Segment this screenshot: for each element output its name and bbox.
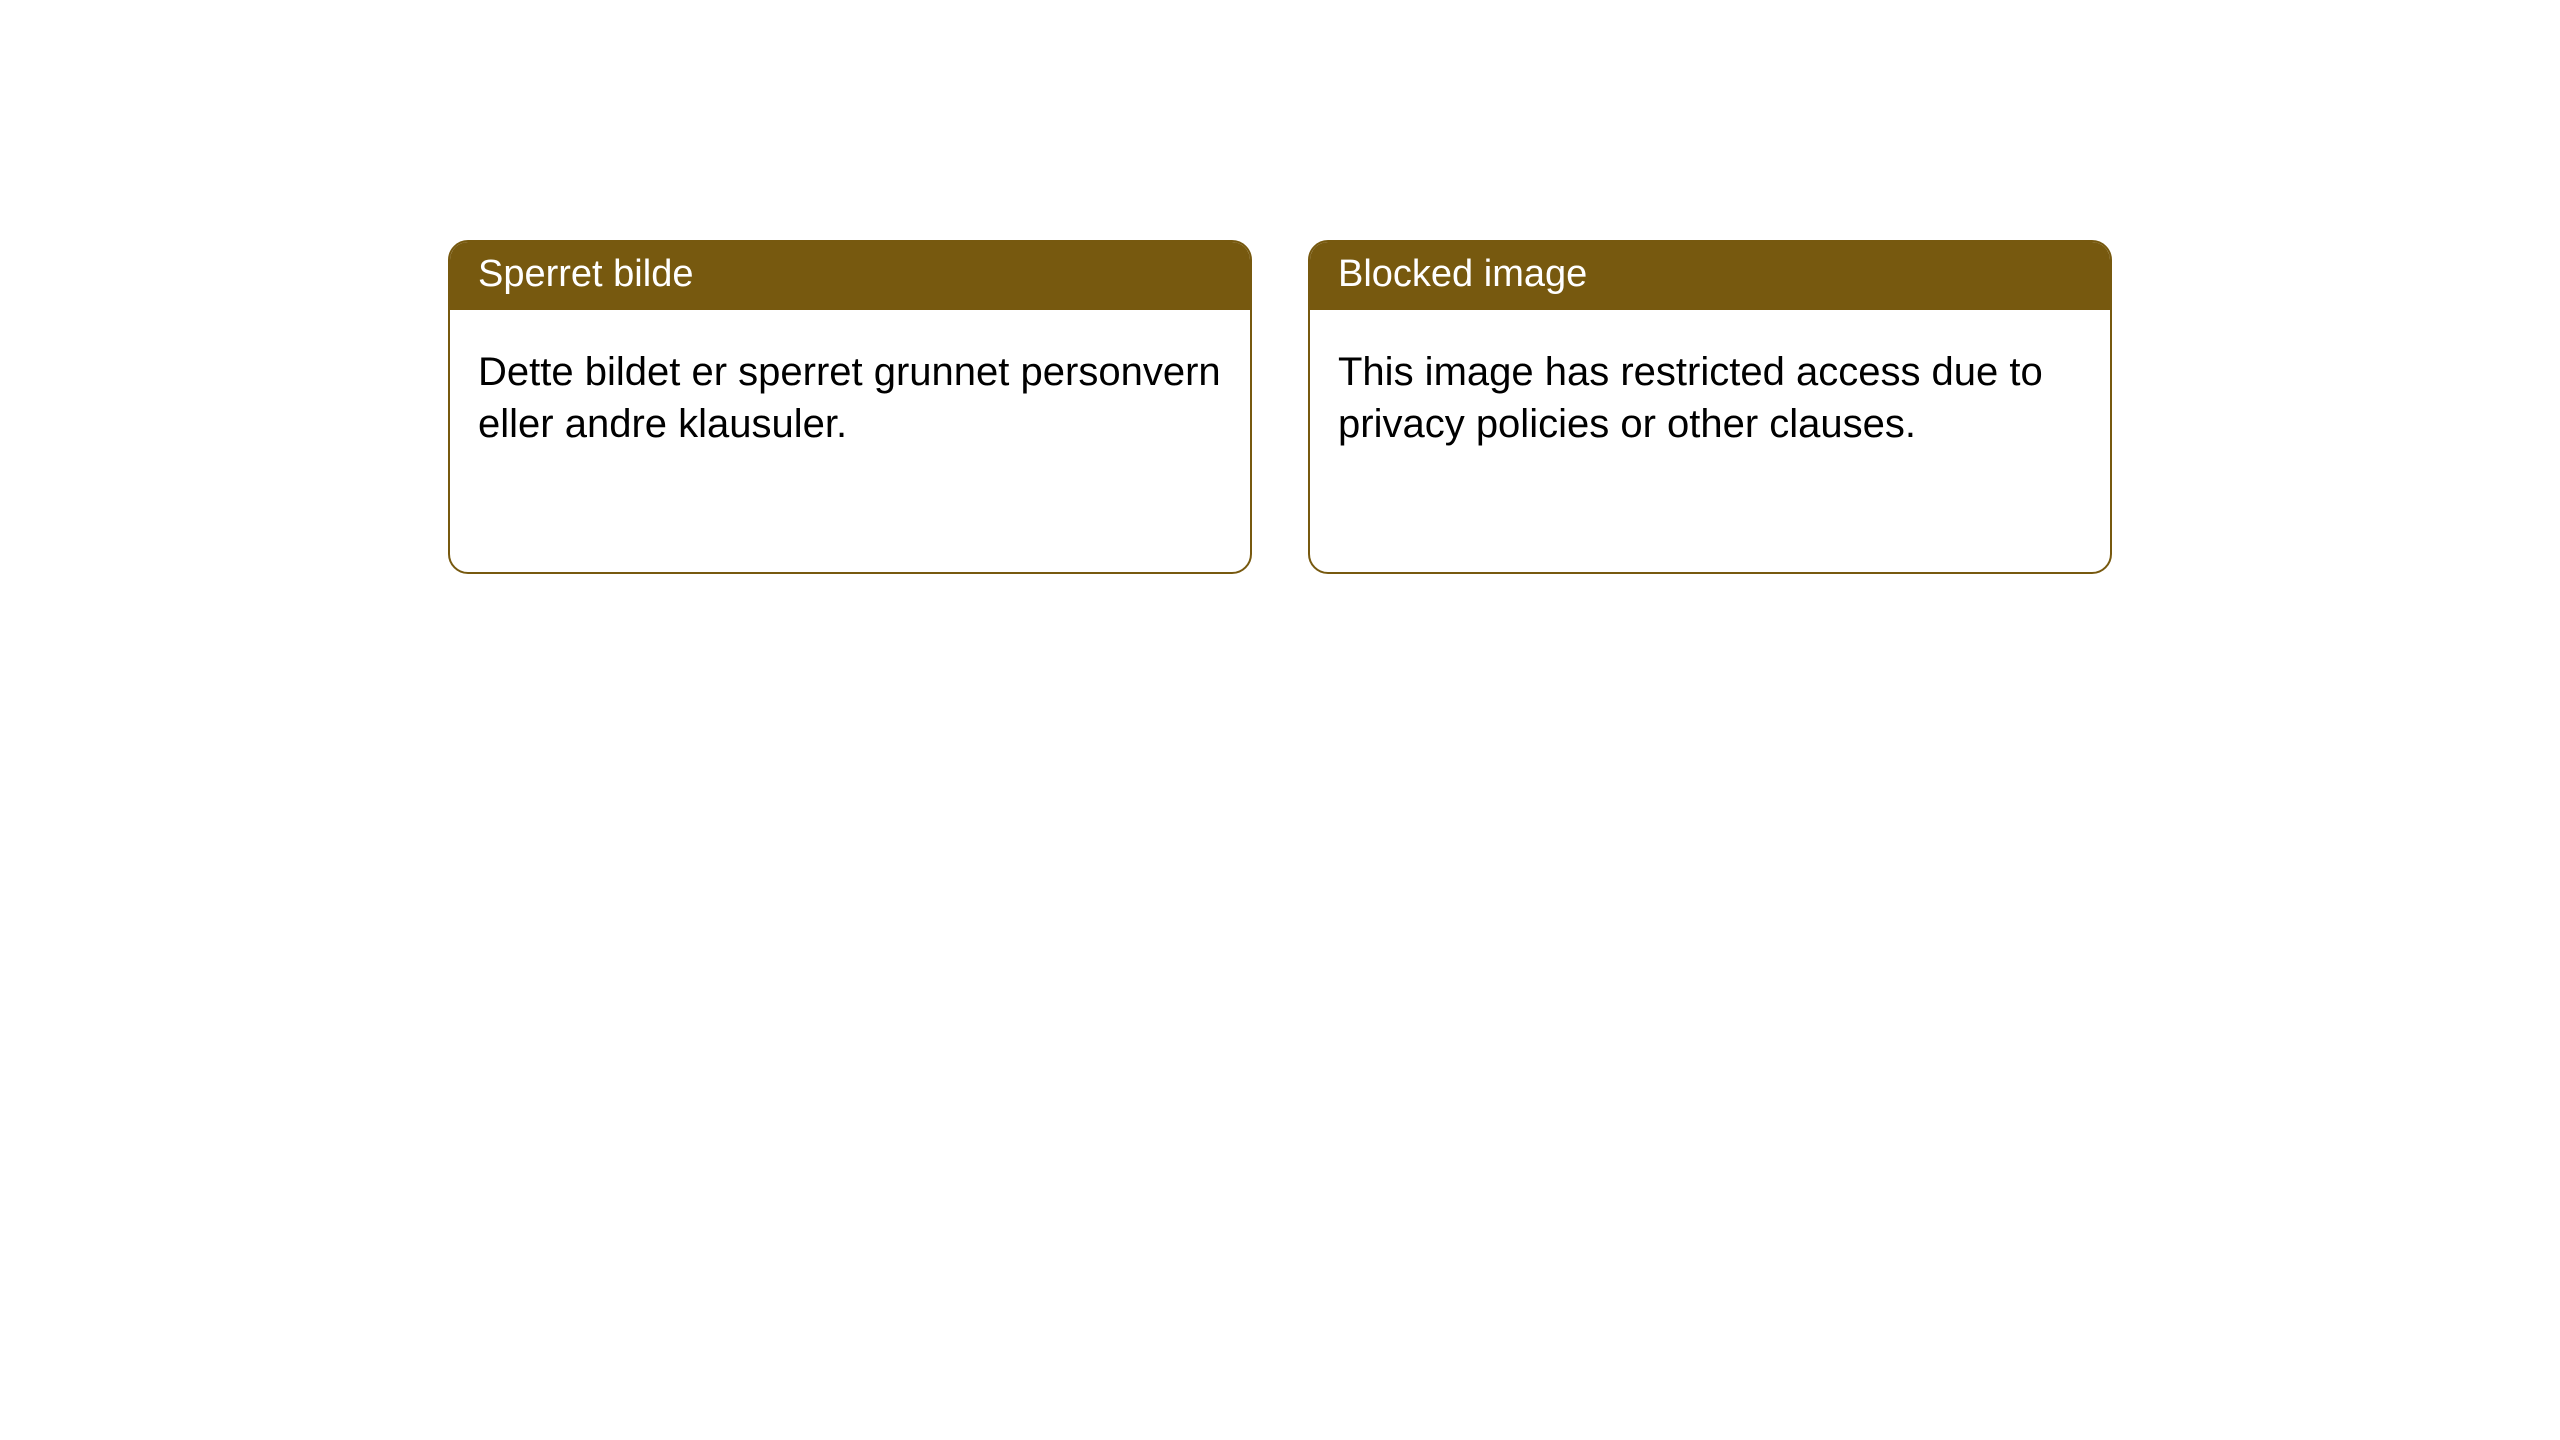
notice-header-norwegian: Sperret bilde (450, 242, 1250, 310)
notice-card-norwegian: Sperret bilde Dette bildet er sperret gr… (448, 240, 1252, 574)
notice-header-english: Blocked image (1310, 242, 2110, 310)
notice-container: Sperret bilde Dette bildet er sperret gr… (0, 0, 2560, 574)
notice-card-english: Blocked image This image has restricted … (1308, 240, 2112, 574)
notice-body-english: This image has restricted access due to … (1310, 310, 2110, 478)
notice-body-norwegian: Dette bildet er sperret grunnet personve… (450, 310, 1250, 478)
